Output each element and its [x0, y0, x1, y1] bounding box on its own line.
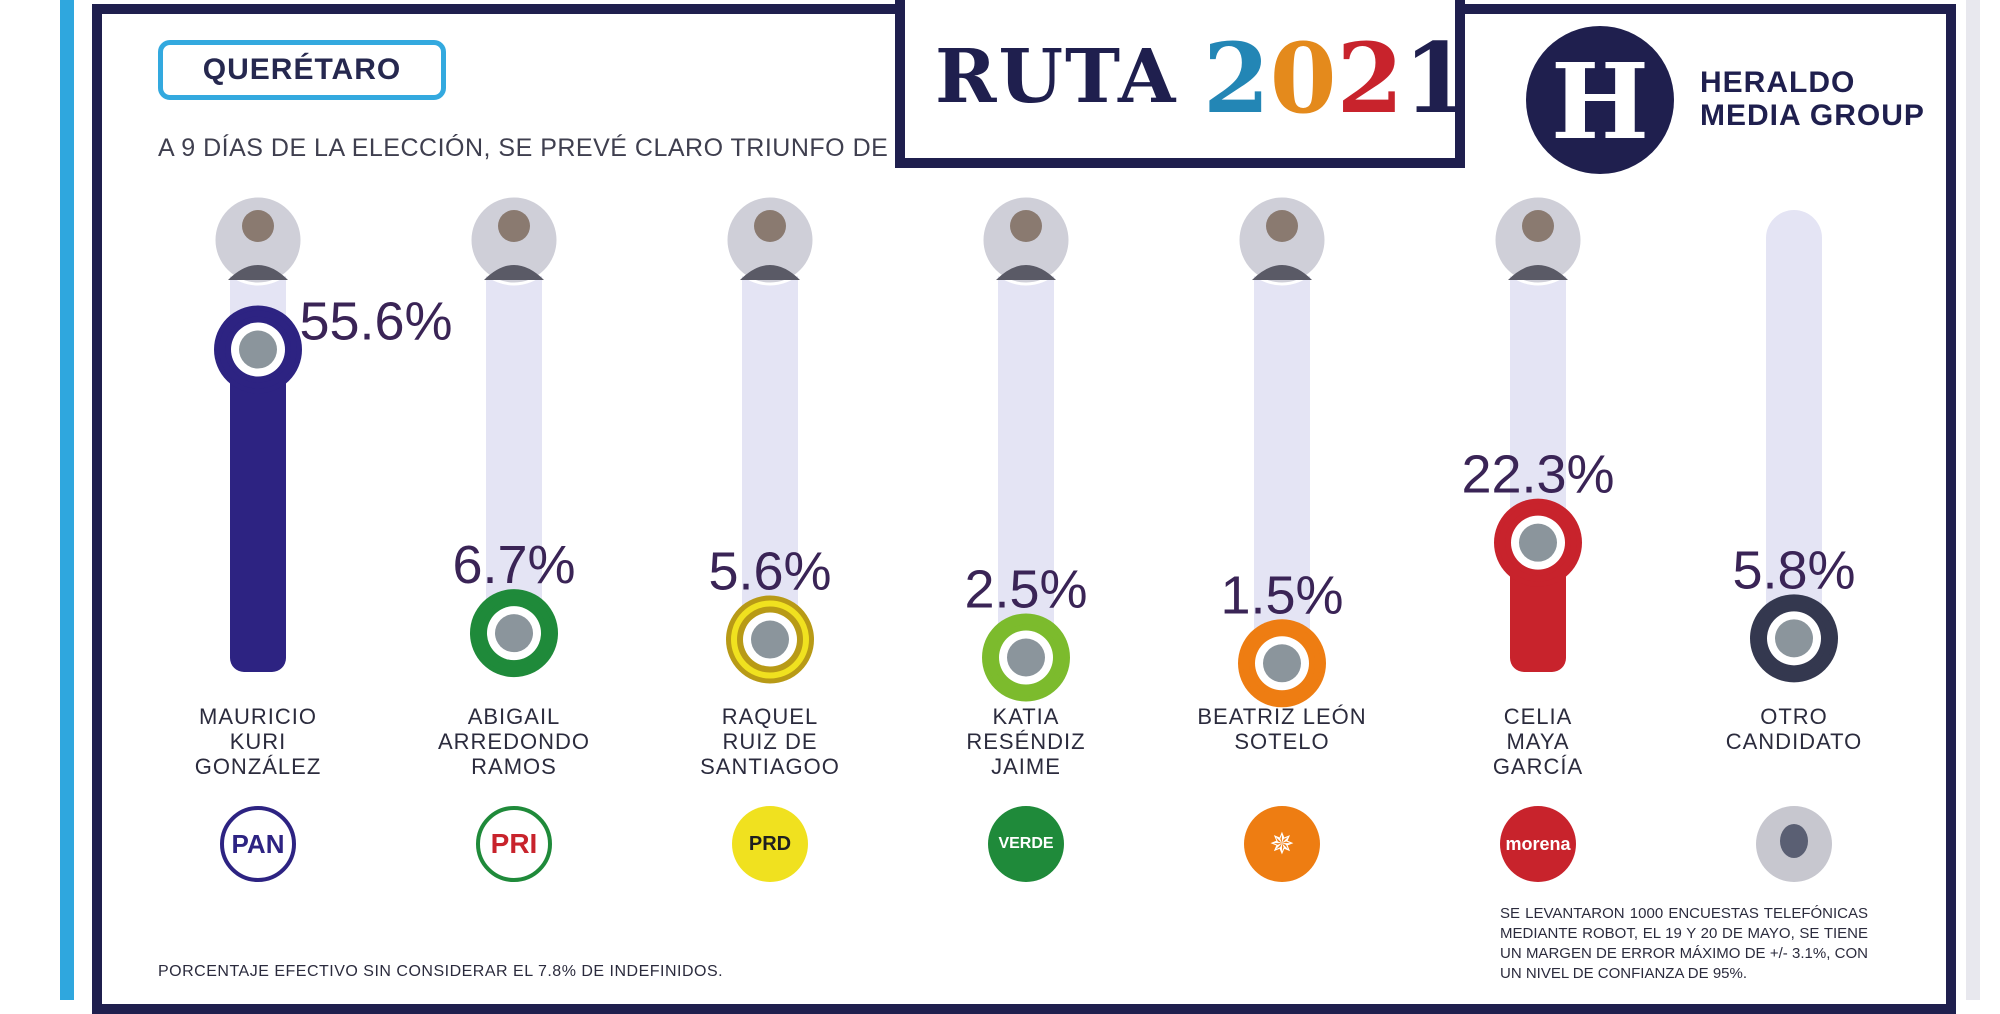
- party-logo-text: PRD: [748, 832, 792, 855]
- candidate-name-line: ARREDONDO: [437, 729, 590, 754]
- ruta-year-0: 0: [1269, 22, 1337, 135]
- value-label: 5.8%: [1732, 540, 1855, 600]
- candidate-name: MAURICIO KURI GONZÁLEZ: [143, 704, 373, 779]
- candidate-photo-shoulders: [484, 265, 544, 280]
- candidate-name-line: ABIGAIL: [467, 704, 561, 729]
- morena-logo-icon: morena: [1500, 806, 1576, 882]
- party-logo-text: VERDE: [998, 835, 1054, 852]
- candidate-name-line: OTRO: [1760, 704, 1828, 729]
- candidate-name-line: KATIA: [992, 704, 1060, 729]
- candidate-photo-shoulders: [1508, 265, 1568, 280]
- bar-track: [1254, 210, 1310, 672]
- verde-logo-icon: VERDE: [988, 806, 1064, 882]
- candidate-name-line: SOTELO: [1234, 729, 1330, 754]
- footnote: PORCENTAJE EFECTIVO SIN CONSIDERAR EL 7.…: [158, 963, 724, 980]
- bar-knob-ring: [219, 310, 297, 389]
- ruta-logo-year: 2021: [1203, 22, 1470, 135]
- bar-knob-center: [239, 330, 277, 369]
- pri-logo-icon: PRI: [476, 806, 552, 882]
- right-accent-stripe: [1966, 0, 1980, 1000]
- ruta-year-2b: 2: [1336, 22, 1404, 135]
- bar-track: [742, 210, 798, 672]
- candidate-name-line: SANTIAGOO: [700, 754, 840, 779]
- movimiento-ciudadano-logo-icon: ✵: [1244, 806, 1320, 882]
- bar-knob-ring: [987, 618, 1065, 697]
- bar-knob-ring: [731, 600, 809, 679]
- bar-knob-ring: [475, 594, 553, 673]
- bar-knob-center: [1263, 644, 1301, 683]
- person-silhouette-icon: [1756, 806, 1832, 882]
- value-label: 1.5%: [1220, 565, 1343, 625]
- headline: A 9 DÍAS DE LA ELECCIÓN, SE PREVÉ CLARO …: [158, 134, 958, 162]
- value-label: 6.7%: [452, 535, 575, 595]
- bar-knob-center: [495, 614, 533, 653]
- candidate-name-line: JAIME: [991, 754, 1061, 779]
- heraldo-logo-icon: H: [1526, 26, 1674, 174]
- candidate-photo-shoulders: [740, 265, 800, 280]
- candidate-name-line: MAURICIO: [199, 704, 317, 729]
- party-logo-text: morena: [1505, 833, 1571, 854]
- ruta-2021-logo: RUTA 2021: [895, 0, 1470, 168]
- candidate-name-line: BEATRIZ LEÓN: [1197, 704, 1367, 729]
- candidate-photo-head: [498, 210, 530, 242]
- candidate-name-line: CELIA: [1503, 704, 1573, 729]
- ruta-logo-word: RUTA: [935, 34, 1178, 120]
- candidate-name-line: MAYA: [1506, 729, 1570, 754]
- candidate-name: KATIA RESÉNDIZ JAIME: [911, 704, 1141, 779]
- bar-track: [1766, 210, 1822, 672]
- candidate-name-line: RUIZ DE: [722, 729, 818, 754]
- bar-knob-center: [1007, 638, 1045, 677]
- party-logo-text: PRI: [490, 828, 538, 859]
- heraldo-wordmark: HERALDO MEDIA GROUP: [1700, 66, 1925, 132]
- value-label: 5.6%: [708, 542, 831, 602]
- candidate-photo-head: [1522, 210, 1554, 242]
- candidate-name: CELIA MAYA GARCÍA: [1423, 704, 1653, 779]
- candidate-photo-shoulders: [996, 265, 1056, 280]
- candidate-name: BEATRIZ LEÓN SOTELO: [1167, 704, 1397, 754]
- bar-track: [486, 210, 542, 672]
- candidate-photo-head: [1010, 210, 1042, 242]
- value-label: 55.6%: [299, 292, 452, 352]
- candidate-name-line: RAQUEL: [721, 704, 819, 729]
- candidate-photo-head: [754, 210, 786, 242]
- candidate-photo-shoulders: [1252, 265, 1312, 280]
- party-logo-text: PAN: [231, 828, 285, 859]
- ruta-year-2: 2: [1203, 22, 1270, 135]
- candidate-name-line: RAMOS: [471, 754, 557, 779]
- candidate-photo-shoulders: [228, 265, 288, 280]
- candidate-name-line: KURI: [229, 729, 287, 754]
- candidate-name: RAQUEL RUIZ DE SANTIAGOO: [655, 704, 885, 779]
- ruta-year-1: 1: [1403, 22, 1471, 135]
- person-silhouette-head: [1780, 824, 1808, 858]
- state-badge: QUERÉTARO: [158, 40, 446, 100]
- candidate-photo-head: [1266, 210, 1298, 242]
- eagle-glyph: ✵: [1269, 827, 1295, 861]
- bar-knob-ring: [1499, 503, 1577, 582]
- prd-logo-icon: PRD: [732, 806, 808, 882]
- candidate-name: ABIGAIL ARREDONDO RAMOS: [399, 704, 629, 779]
- candidate-name-line: CANDIDATO: [1725, 729, 1863, 754]
- candidate-photo-head: [242, 210, 274, 242]
- candidate-name-line: GARCÍA: [1492, 754, 1584, 779]
- value-label: 22.3%: [1461, 445, 1614, 505]
- heraldo-logo-letter: H: [1550, 40, 1650, 163]
- heraldo-name: HERALDO: [1700, 66, 1856, 99]
- bar-knob-ring: [1243, 624, 1321, 703]
- bar-knob-center: [1775, 619, 1813, 658]
- methodology-note: SE LEVANTARON 1000 ENCUESTAS TELEFÓNICAS…: [1500, 905, 1868, 982]
- bar: [230, 349, 286, 672]
- bar-knob-center: [1519, 523, 1557, 562]
- left-accent-stripe: [60, 0, 74, 1000]
- value-label: 2.5%: [964, 560, 1087, 620]
- candidate-name: OTRO CANDIDATO: [1679, 704, 1909, 754]
- bar-track: [998, 210, 1054, 672]
- bar-knob-ring: [1755, 599, 1833, 678]
- pan-logo-icon: PAN: [220, 806, 296, 882]
- bar-knob-center: [751, 620, 789, 659]
- heraldo-group: MEDIA GROUP: [1700, 99, 1925, 132]
- candidate-name-line: GONZÁLEZ: [194, 754, 322, 779]
- candidate-name-line: RESÉNDIZ: [966, 729, 1086, 754]
